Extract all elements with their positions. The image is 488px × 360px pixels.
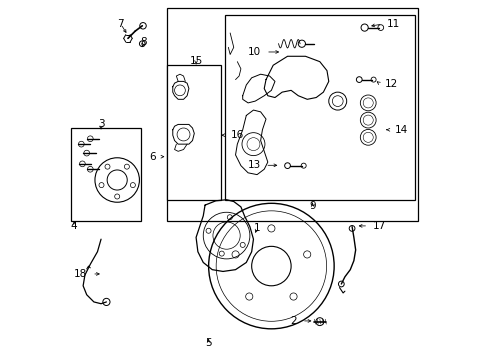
Text: 3: 3 xyxy=(98,120,104,129)
Text: 18: 18 xyxy=(74,269,87,279)
Text: 12: 12 xyxy=(384,79,397,89)
Text: 9: 9 xyxy=(309,201,315,211)
Text: 8: 8 xyxy=(140,37,146,47)
Text: 6: 6 xyxy=(149,152,155,162)
Text: 15: 15 xyxy=(189,56,203,66)
Text: 4: 4 xyxy=(71,221,77,231)
Text: 13: 13 xyxy=(247,160,260,170)
Bar xyxy=(70,128,140,221)
Text: 17: 17 xyxy=(372,221,386,231)
Text: 14: 14 xyxy=(394,125,407,135)
Bar xyxy=(167,8,418,221)
Bar xyxy=(167,65,221,200)
Bar xyxy=(224,15,414,200)
Text: 11: 11 xyxy=(386,19,400,29)
Text: 10: 10 xyxy=(248,47,261,57)
Text: 7: 7 xyxy=(117,19,124,29)
Text: 2: 2 xyxy=(290,316,297,326)
Text: 1: 1 xyxy=(253,224,260,233)
Text: 5: 5 xyxy=(205,338,211,348)
Text: 16: 16 xyxy=(230,130,243,140)
